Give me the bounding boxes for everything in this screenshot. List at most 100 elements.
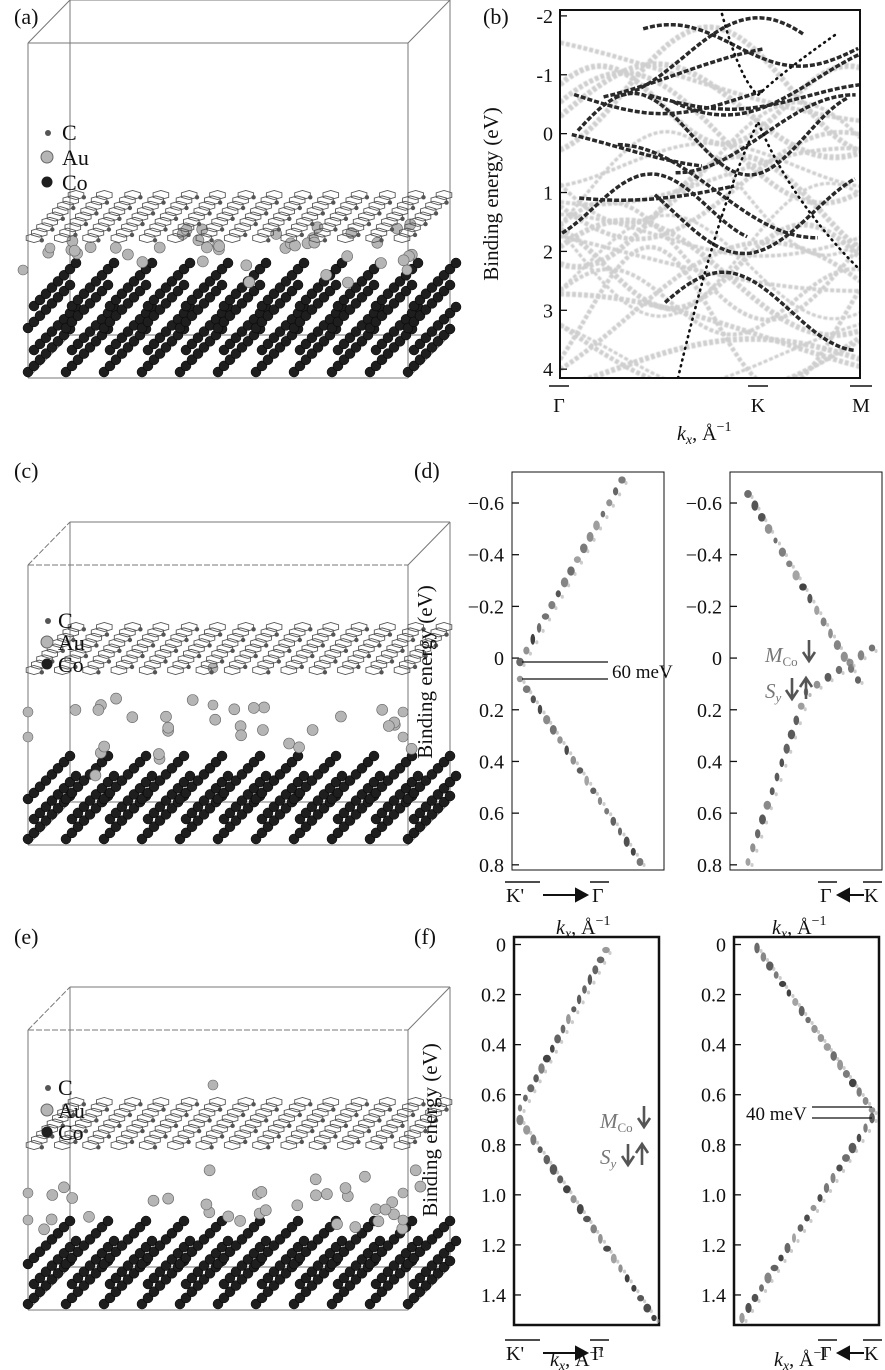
graphene-ring: [59, 227, 76, 238]
graphene-ring: [365, 1140, 382, 1150]
band-dot: [848, 1075, 853, 1079]
carbon-atom: [104, 1107, 110, 1112]
band-dot: [605, 515, 609, 520]
k-path-f-right: Γ K: [818, 1339, 882, 1365]
carbon-atom: [444, 632, 449, 637]
carbon-atom: [377, 211, 382, 216]
graphene-ring: [267, 1123, 285, 1134]
graphene-ring: [324, 216, 342, 227]
graphene-ring: [180, 622, 198, 632]
graphene-ring: [67, 1097, 85, 1107]
panel-label-b: (b): [483, 4, 509, 29]
band-dot: [759, 814, 766, 825]
graphene-ring: [144, 227, 161, 238]
graphene-ring: [59, 1134, 76, 1145]
band-dot: [783, 743, 790, 754]
band-dot: [789, 749, 793, 754]
graphene-ring: [273, 211, 290, 222]
legend-c-gold: Au: [58, 630, 85, 655]
y-tick-label: −0.4: [686, 545, 722, 567]
band-dot: [604, 807, 610, 815]
band-dot: [848, 1078, 857, 1088]
graphene-ring: [82, 1140, 99, 1150]
graphene-ring: [54, 1140, 71, 1150]
legend-e-gold: Au: [58, 1098, 85, 1123]
band-dot: [771, 529, 775, 534]
carbon-atom: [96, 670, 101, 675]
y-tick-label: -2: [536, 6, 553, 28]
graphene-ring: [425, 1107, 442, 1118]
band-dot: [755, 848, 759, 853]
graphene-ring: [110, 665, 128, 675]
carbon-atom: [333, 227, 338, 232]
y-tick-label: 0.4: [481, 1035, 506, 1057]
cobalt-atom: [260, 257, 272, 269]
gold-atom: [58, 1181, 70, 1194]
band-dot: [522, 685, 531, 693]
graphene-ring: [347, 1129, 365, 1140]
graphene-ring: [379, 622, 396, 632]
spin-label-d: Sy: [765, 679, 782, 705]
carbon-atom: [196, 1128, 202, 1134]
band-dot: [820, 617, 827, 627]
graphene-ring: [391, 1113, 409, 1124]
carbon-legend-icon: [45, 1085, 51, 1091]
y-tick-label: 1.4: [481, 1285, 506, 1307]
graphene-ring: [368, 632, 386, 643]
gold-atom: [69, 704, 82, 716]
graphene-ring: [370, 659, 388, 670]
graphene-ring: [319, 222, 336, 233]
graphene-ring: [64, 1129, 82, 1140]
carbon-atom: [389, 1134, 395, 1139]
carbon-atom: [400, 216, 405, 221]
band-dot: [560, 577, 569, 588]
band-dot: [547, 617, 552, 622]
band-dot: [549, 720, 553, 725]
gold-atom: [382, 720, 395, 732]
graphene-ring: [265, 622, 283, 632]
band-dot: [817, 1033, 825, 1043]
carbon-atom: [387, 1107, 393, 1112]
graphene-ring: [430, 1102, 447, 1113]
arpes-bands-b: [560, 12, 860, 378]
band-dot: [542, 1150, 546, 1155]
band-dot: [538, 1063, 545, 1074]
graphene-ring: [430, 627, 447, 638]
graphene-ring: [232, 195, 249, 206]
carbon-atom: [310, 653, 315, 659]
gold-atom: [209, 713, 221, 726]
band-dot: [774, 772, 780, 782]
graphene-ring: [373, 1102, 391, 1113]
carbon-atom: [354, 1112, 359, 1118]
carbon-atom: [287, 216, 292, 221]
arrow-up-icon: [798, 675, 814, 699]
band-dot: [549, 1164, 558, 1175]
graphene-ring: [25, 233, 43, 243]
graphene-ring: [301, 1118, 319, 1129]
graphene-ring: [147, 627, 164, 638]
band-dot: [848, 1159, 852, 1163]
gold-atom: [235, 729, 247, 742]
cobalt-legend-icon: [41, 176, 53, 188]
arrow-down-icon: [620, 1144, 636, 1168]
band-dot: [656, 1319, 660, 1323]
carbon-atom: [219, 1134, 225, 1139]
crystal-structure-a: [17, 0, 462, 379]
cobalt-atom: [450, 1235, 462, 1247]
carbon-atom: [184, 637, 189, 643]
graphene-ring: [363, 1113, 380, 1124]
graphene-ring: [167, 665, 184, 675]
y-tick-label: 0: [716, 935, 726, 957]
graphene-ring: [435, 190, 453, 200]
band-dot: [863, 1123, 868, 1133]
band-dot: [861, 1139, 865, 1143]
band-grey: [560, 291, 860, 370]
band-dot: [757, 506, 761, 511]
graphene-ring: [198, 632, 216, 643]
gold-atom: [197, 255, 209, 268]
band-dot: [810, 1204, 817, 1212]
band-dot: [855, 1084, 859, 1088]
y-tick-label: 0: [543, 124, 553, 146]
graphene-ring: [324, 648, 342, 659]
graphene-ring: [200, 1134, 218, 1145]
